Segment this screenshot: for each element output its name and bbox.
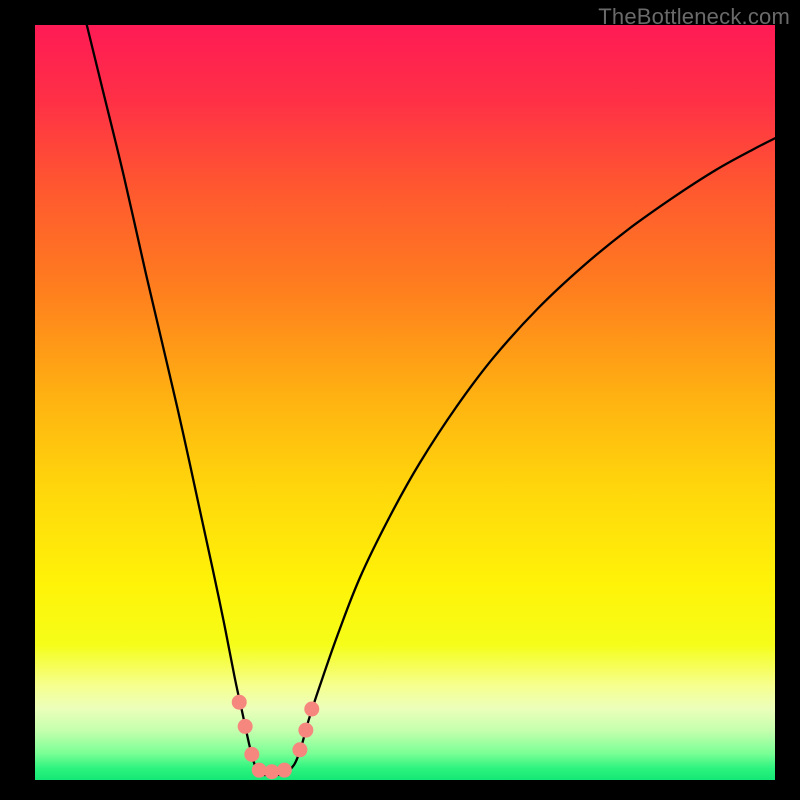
marker-dot: [238, 719, 253, 734]
chart-svg: [35, 25, 775, 780]
marker-dot: [277, 763, 292, 778]
marker-dot: [232, 695, 247, 710]
marker-dot: [292, 742, 307, 757]
marker-dot: [304, 702, 319, 717]
outer-frame: TheBottleneck.com: [0, 0, 800, 800]
marker-dot: [244, 747, 259, 762]
marker-dot: [298, 723, 313, 738]
chart-background: [35, 25, 775, 780]
watermark-text: TheBottleneck.com: [598, 4, 790, 30]
plot-area: [35, 25, 775, 780]
